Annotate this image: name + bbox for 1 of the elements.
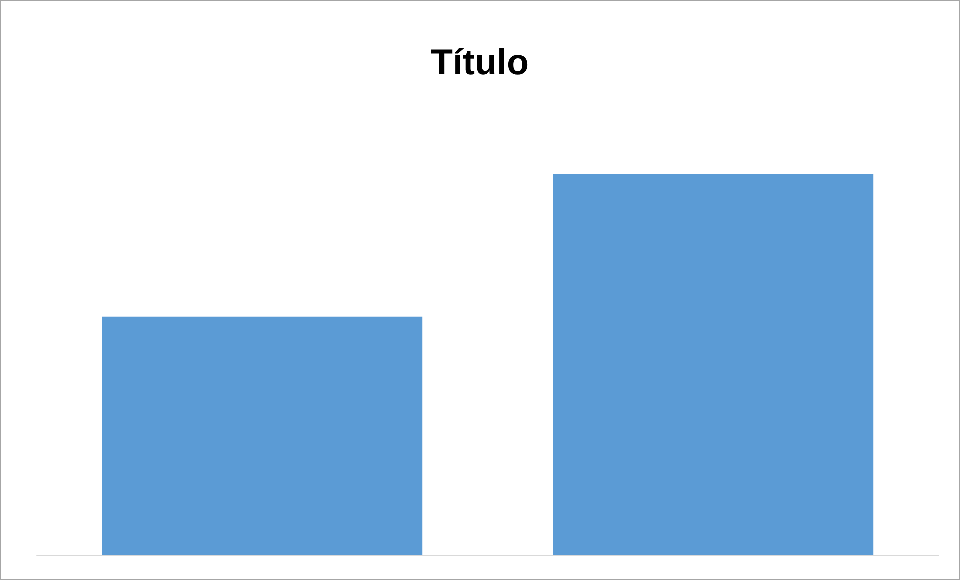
chart-title: Título bbox=[431, 42, 529, 82]
